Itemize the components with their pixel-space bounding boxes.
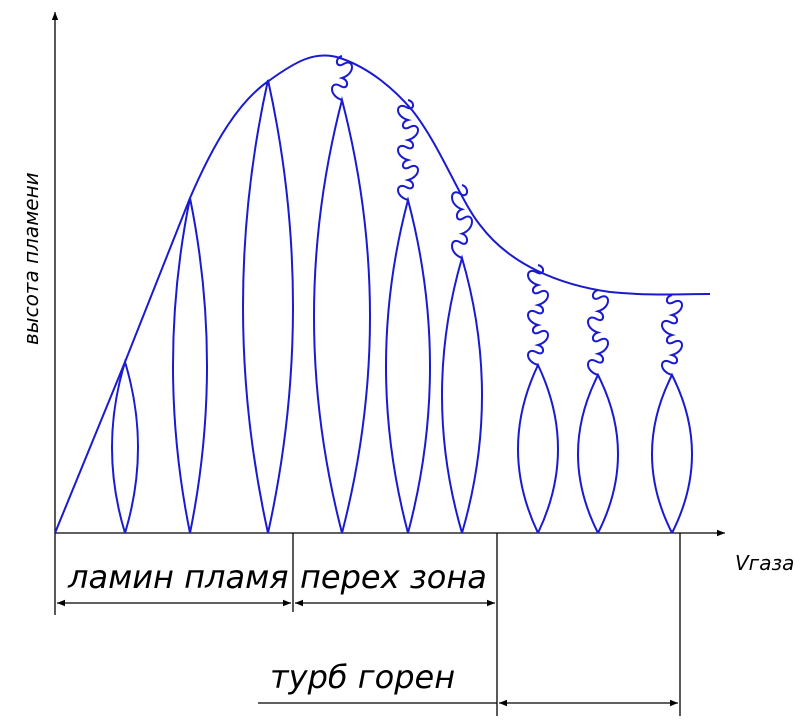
y-axis-label: высота пламени: [19, 172, 43, 345]
flame: [651, 372, 693, 534]
flame-envelope: [54, 54, 711, 534]
x-axis-label: Vгаза: [735, 551, 794, 575]
flames: [111, 55, 693, 534]
flame: [385, 196, 431, 534]
flame: [172, 197, 208, 534]
flame: [242, 79, 294, 534]
zone-label: перех зона: [300, 558, 487, 596]
flame: [397, 99, 419, 201]
dimensions: [54, 533, 681, 716]
flame: [527, 264, 549, 366]
flame: [451, 184, 473, 259]
flame: [577, 372, 619, 534]
flame: [661, 294, 683, 376]
zone-label: турб горен: [270, 658, 455, 696]
flame: [313, 96, 371, 534]
flame: [441, 254, 483, 534]
flame: [517, 362, 559, 534]
zone-label: ламин пламя: [67, 558, 288, 596]
flame: [331, 55, 353, 101]
flame: [587, 289, 609, 376]
flame: [111, 358, 139, 534]
